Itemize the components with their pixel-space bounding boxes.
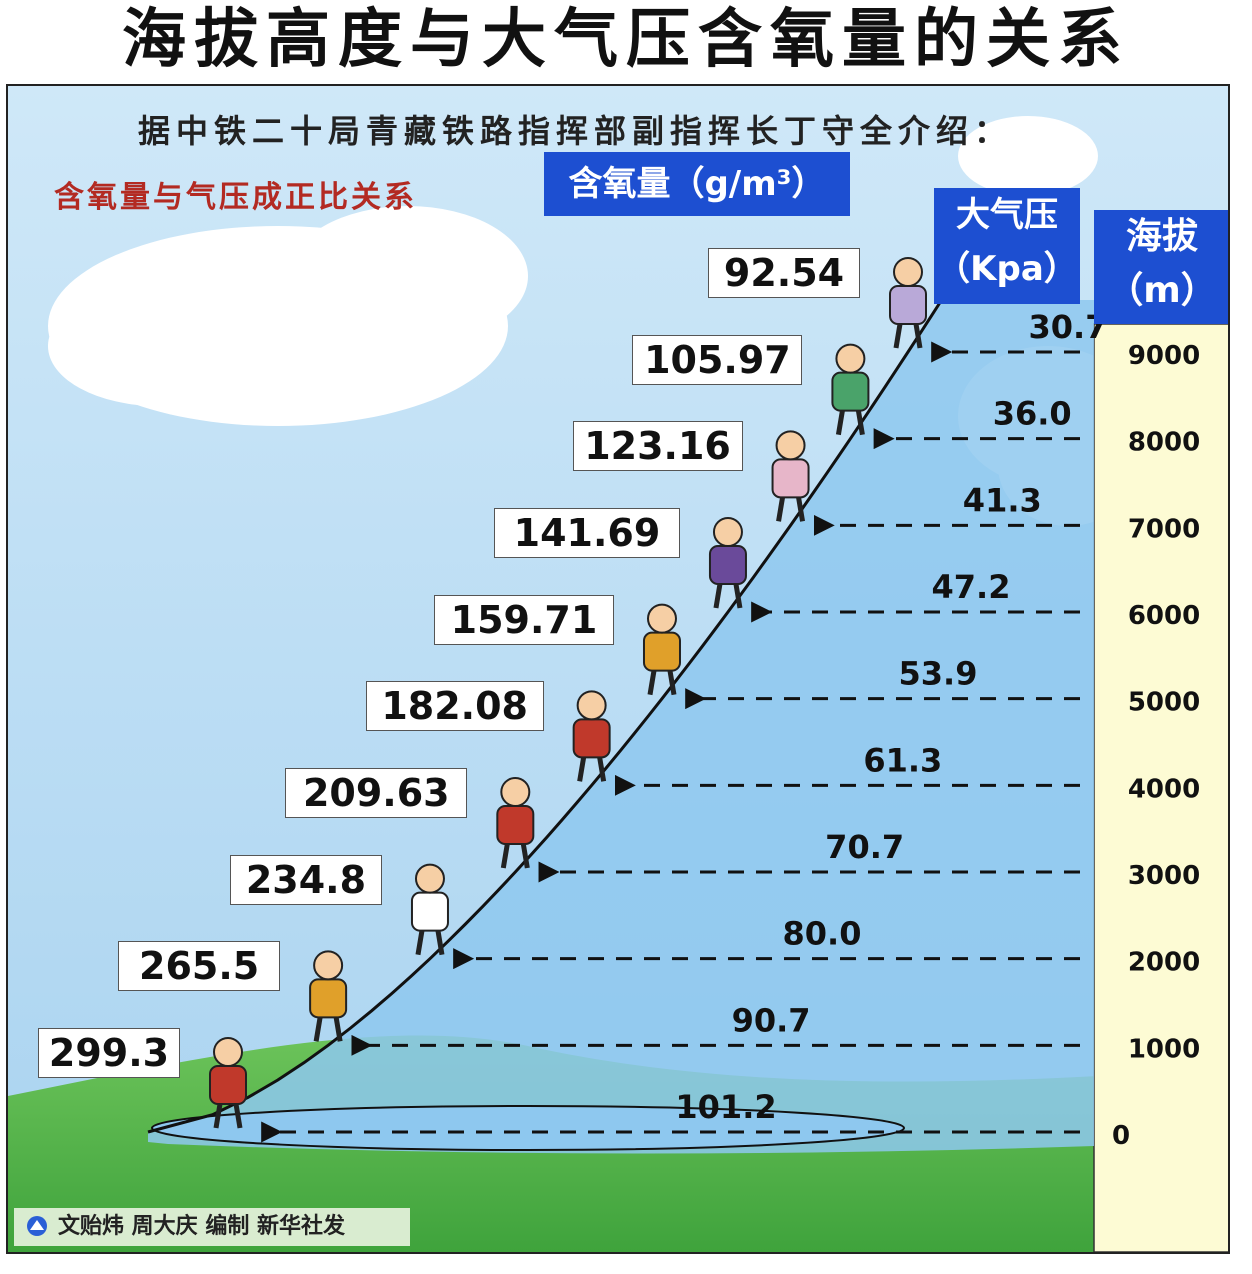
credit-bar: 文贻炜 周大庆 编制 新华社发 [14, 1208, 410, 1246]
oxygen-value: 141.69 [493, 508, 680, 558]
pressure-value: 47.2 [932, 568, 1011, 606]
pressure-value: 90.7 [732, 1001, 811, 1039]
altitude-label: 5000 [1128, 688, 1200, 718]
pressure-header-unit: （Kpa） [936, 249, 1078, 289]
altitude-label: 3000 [1128, 861, 1200, 891]
pressure-value: 53.9 [899, 655, 978, 693]
oxygen-value: 92.54 [708, 248, 860, 298]
page-title: 海拔高度与大气压含氧量的关系 [122, 3, 1130, 77]
pressure-value: 41.3 [963, 481, 1042, 519]
altitude-label: 2000 [1128, 948, 1200, 978]
altitude-header-label: 海拔 [1125, 216, 1198, 257]
oxygen-value: 299.3 [38, 1028, 180, 1078]
cloud-4 [958, 116, 1098, 196]
pressure-value: 36.0 [993, 395, 1072, 433]
climber-figure [708, 517, 747, 609]
oxygen-value: 123.16 [572, 421, 743, 472]
oxygen-value: 265.5 [118, 941, 281, 992]
xinhua-logo-icon [27, 1216, 47, 1236]
altitude-label: 8000 [1128, 428, 1200, 458]
air-volume [148, 300, 1094, 1154]
climber-figure [410, 863, 449, 956]
climber-figure [572, 690, 611, 782]
oxygen-value: 159.71 [433, 594, 614, 645]
oxygen-value: 182.08 [365, 681, 544, 732]
pressure-header: 大气压 （Kpa） [934, 188, 1080, 304]
pressure-value: 61.3 [863, 741, 942, 779]
climber-figure [642, 603, 681, 696]
pressure-header-label: 大气压 [956, 195, 1058, 235]
altitude-label: 0 [1112, 1121, 1130, 1151]
note-text: 含氧量与气压成正比关系 [54, 180, 417, 215]
base-ellipse [151, 1105, 905, 1151]
altitude-label: 6000 [1128, 601, 1200, 631]
altitude-label: 9000 [1128, 341, 1200, 371]
oxygen-header-unit: （g/m³） [670, 164, 826, 204]
oxygen-value: 234.8 [229, 854, 382, 905]
subtitle: 据中铁二十局青藏铁路指挥部副指挥长丁守全介绍： [138, 112, 1013, 150]
pressure-value: 70.7 [825, 828, 904, 866]
altitude-header-unit: （m） [1107, 270, 1217, 311]
oxygen-value: 209.63 [285, 768, 468, 818]
oxygen-header-label: 含氧量 [568, 164, 671, 204]
climber-figure [309, 950, 348, 1042]
climber-figure [496, 777, 535, 869]
cloud-1 [288, 206, 528, 346]
altitude-header: 海拔 （m） [1094, 210, 1228, 324]
climber-figure [209, 1037, 247, 1129]
altitude-label: 7000 [1128, 514, 1200, 544]
infographic-panel: 0 101.2 1000 90.7 2000 80.0 3000 70.7 4000 61.3 50… [6, 84, 1230, 1254]
climber-figure [771, 430, 810, 522]
climber-figure [831, 343, 870, 436]
oxygen-header: 含氧量（g/m³） [544, 152, 850, 216]
climber-figure [889, 257, 927, 349]
slope-curve [147, 299, 943, 1134]
altitude-label: 1000 [1128, 1034, 1200, 1064]
oxygen-value: 105.97 [632, 334, 803, 385]
credit-text: 文贻炜 周大庆 编制 新华社发 [58, 1214, 345, 1239]
pressure-value: 80.0 [783, 915, 862, 953]
altitude-scale [1093, 323, 1228, 1252]
cloud-2 [48, 286, 268, 406]
altitude-label: 4000 [1128, 774, 1200, 804]
pressure-value: 101.2 [675, 1088, 776, 1126]
